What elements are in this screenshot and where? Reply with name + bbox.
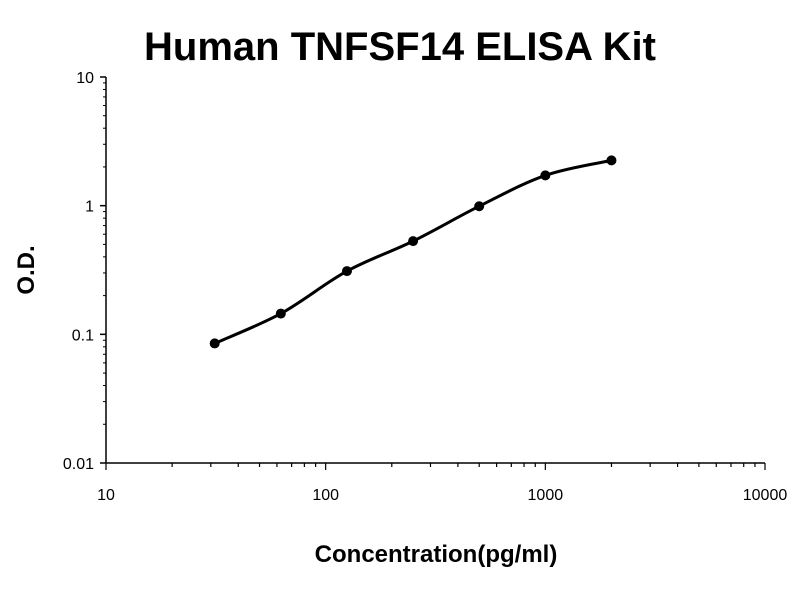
x-axis-ticks <box>105 463 766 470</box>
y-axis-ticks <box>100 76 106 464</box>
data-point <box>275 308 286 319</box>
data-point <box>474 201 485 212</box>
y-tick-label: 0.01 <box>63 456 94 473</box>
data-point <box>540 170 551 181</box>
chart-title: Human TNFSF14 ELISA Kit <box>144 25 656 69</box>
y-tick-label: 0.1 <box>72 327 94 344</box>
data-point <box>209 338 220 349</box>
data-point <box>606 155 617 166</box>
y-tick-label: 1 <box>85 199 94 216</box>
standard-curve-line <box>214 158 612 345</box>
x-tick-label: 100 <box>312 487 339 504</box>
x-axis-tick-labels: 10 100 1000 10000 <box>97 487 787 504</box>
x-axis-label: Concentration(pg/ml) <box>315 541 558 568</box>
y-axis-tick-labels: 0.01 0.1 1 10 <box>63 70 94 473</box>
x-tick-label: 10000 <box>743 487 788 504</box>
data-point <box>408 236 419 247</box>
y-axis-label: O.D. <box>13 245 40 294</box>
axes: 0.01 0.1 1 10 10 100 1000 10000 <box>63 70 787 504</box>
data-point <box>341 266 352 277</box>
x-tick-label: 10 <box>97 487 115 504</box>
y-tick-label: 10 <box>76 70 94 87</box>
x-tick-label: 1000 <box>528 487 564 504</box>
data-series <box>209 155 617 349</box>
